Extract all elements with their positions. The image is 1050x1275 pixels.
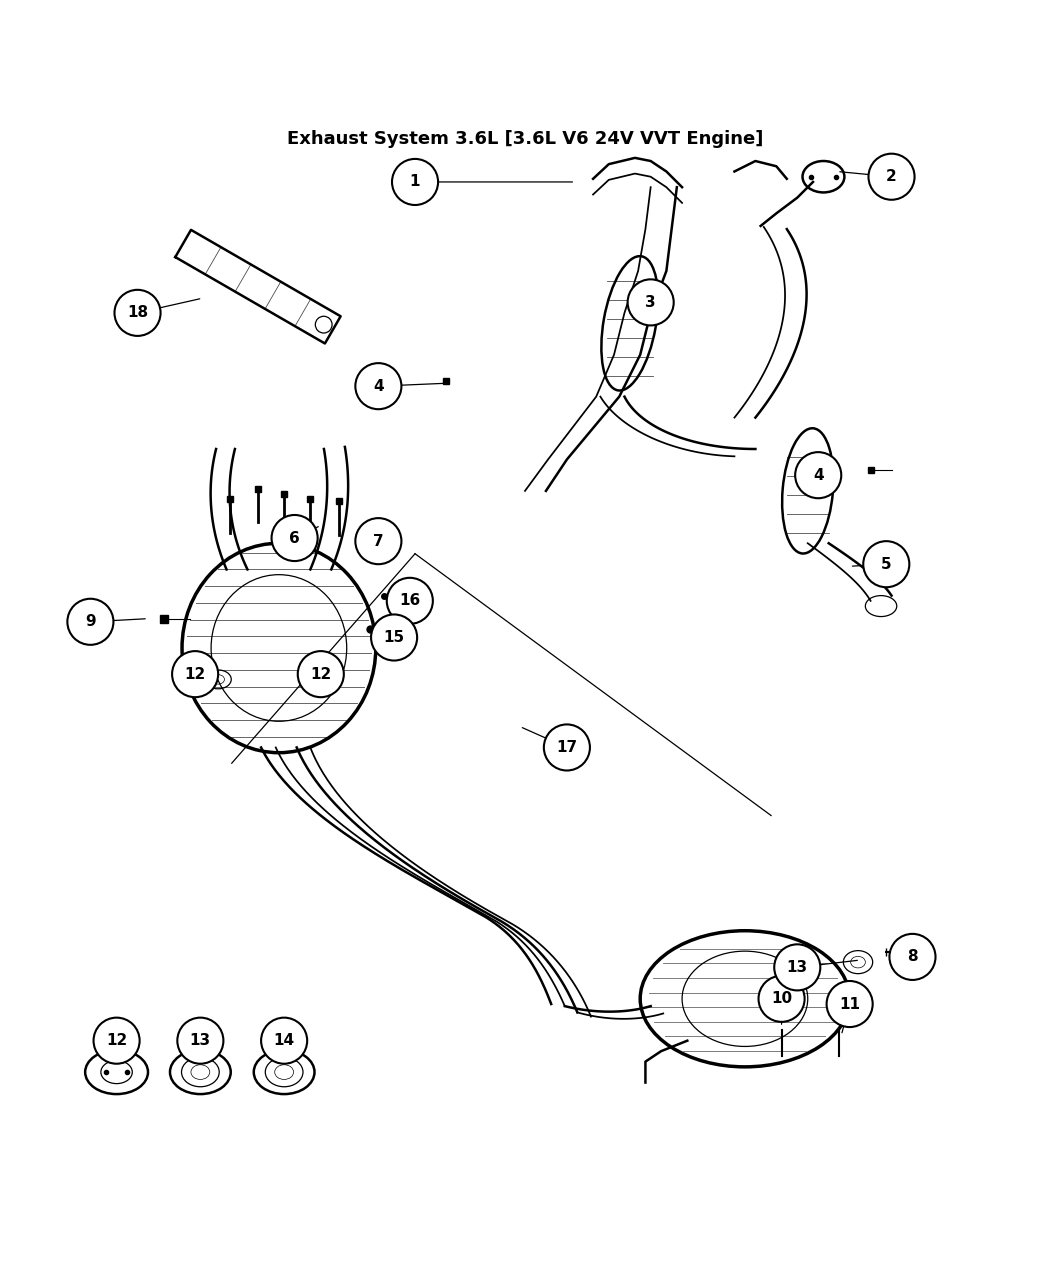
Text: 15: 15 (383, 630, 404, 645)
Circle shape (371, 615, 417, 660)
Text: 6: 6 (289, 530, 300, 546)
Circle shape (67, 599, 113, 645)
Text: 1: 1 (410, 175, 420, 190)
Circle shape (758, 975, 804, 1021)
Text: 13: 13 (786, 960, 807, 975)
Text: 12: 12 (185, 667, 206, 682)
Text: 8: 8 (907, 950, 918, 964)
Text: 10: 10 (771, 991, 792, 1006)
Circle shape (272, 515, 318, 561)
Circle shape (386, 578, 433, 623)
Text: 11: 11 (839, 997, 860, 1011)
Circle shape (826, 980, 873, 1028)
Text: 13: 13 (190, 1033, 211, 1048)
Circle shape (863, 541, 909, 588)
Text: Exhaust System 3.6L [3.6L V6 24V VVT Engine]: Exhaust System 3.6L [3.6L V6 24V VVT Eng… (287, 130, 763, 148)
Circle shape (114, 289, 161, 335)
Text: 18: 18 (127, 305, 148, 320)
Circle shape (392, 159, 438, 205)
Circle shape (172, 652, 218, 697)
Circle shape (628, 279, 674, 325)
Circle shape (355, 518, 401, 565)
Text: 4: 4 (813, 468, 823, 483)
Circle shape (177, 1017, 224, 1063)
Circle shape (544, 724, 590, 770)
Circle shape (795, 453, 841, 499)
Circle shape (774, 945, 820, 991)
Text: 4: 4 (373, 379, 383, 394)
Text: 7: 7 (373, 534, 383, 548)
Text: 9: 9 (85, 615, 96, 630)
Text: 3: 3 (646, 295, 656, 310)
Text: 12: 12 (106, 1033, 127, 1048)
Text: 17: 17 (556, 740, 578, 755)
Circle shape (889, 933, 936, 980)
Text: 5: 5 (881, 557, 891, 571)
Circle shape (261, 1017, 308, 1063)
Circle shape (93, 1017, 140, 1063)
Text: 12: 12 (310, 667, 332, 682)
Circle shape (355, 363, 401, 409)
Text: 2: 2 (886, 170, 897, 184)
Text: 16: 16 (399, 593, 420, 608)
Text: 14: 14 (274, 1033, 295, 1048)
Circle shape (298, 652, 343, 697)
Circle shape (868, 154, 915, 200)
